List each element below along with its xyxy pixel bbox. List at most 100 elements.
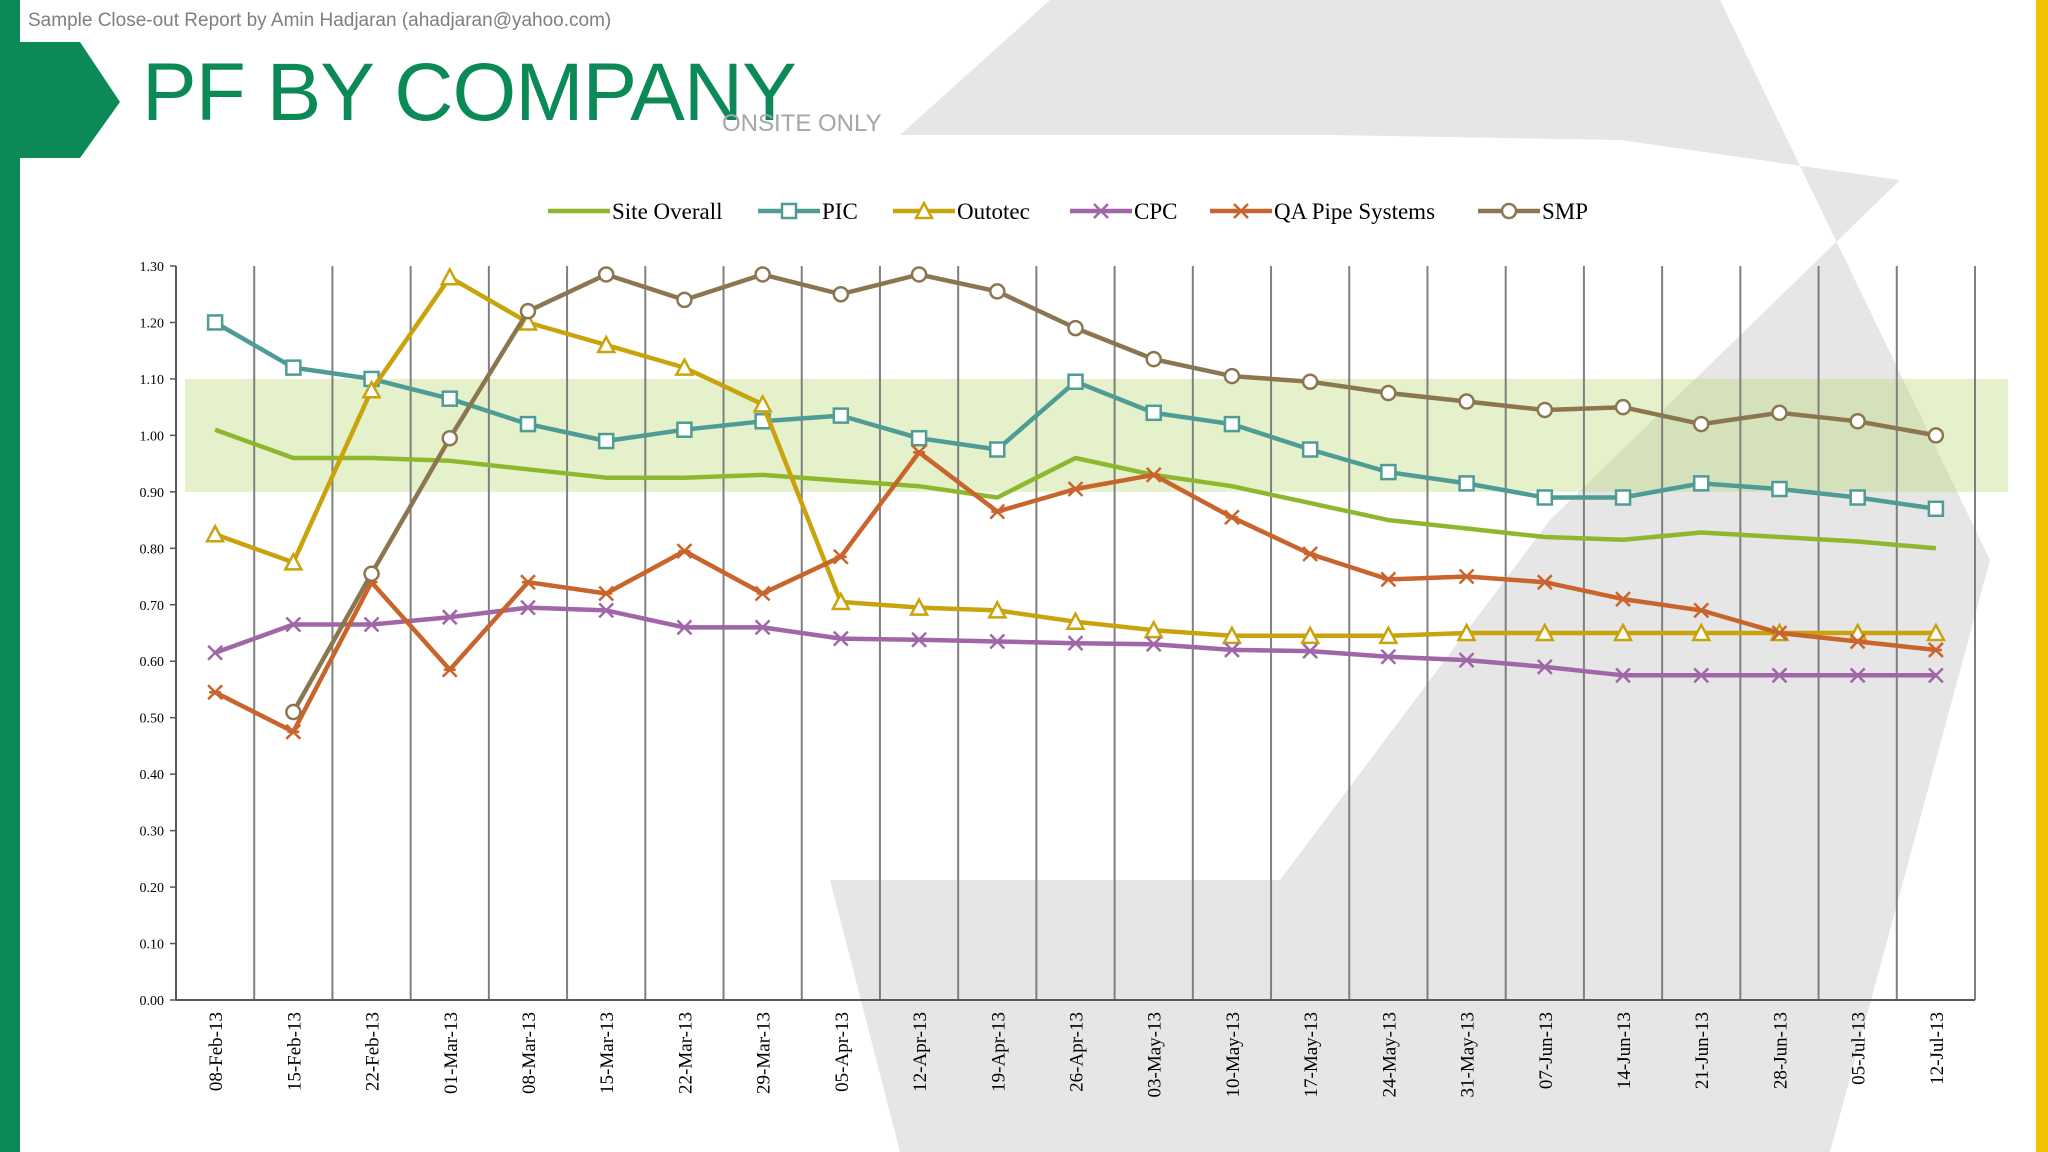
series-line [214,450,1937,735]
x-tick-label: 12-Jul-13 [1927,1012,1948,1085]
data-point [597,432,615,450]
x-tick-label: 10-May-13 [1223,1012,1244,1097]
data-point [206,314,224,331]
data-point [1692,415,1710,433]
x-tick-label: 12-Apr-13 [910,1012,931,1092]
data-point [519,302,537,320]
data-point [520,574,536,591]
x-tick-label: 22-Mar-13 [675,1012,696,1094]
y-tick-label: 0.90 [140,486,165,501]
data-point [1927,427,1945,444]
data-point [1145,350,1162,368]
legend-item: Outotec [893,199,1030,224]
data-point [1614,398,1632,416]
series-line [214,427,1937,551]
data-point [207,684,223,701]
data-point [989,441,1006,458]
x-tick-label: 21-Jun-13 [1692,1012,1713,1089]
legend-item: SMP [1478,199,1588,224]
data-point [1067,635,1084,652]
data-point [1849,633,1866,650]
series-site-overall [214,427,1937,551]
series-pic [206,314,1945,518]
y-tick-label: 0.20 [140,881,165,896]
data-point [597,266,615,283]
legend-item: PIC [758,199,858,224]
data-point [1223,367,1241,385]
y-tick-label: 1.10 [140,373,165,388]
data-point [1380,463,1397,481]
data-point [830,591,851,611]
data-point [1927,500,1945,518]
data-point [676,619,693,636]
data-point [1925,622,1946,642]
data-point [439,266,460,286]
data-point [1849,413,1866,430]
y-tick-label: 0.10 [140,938,165,953]
data-point [1693,667,1710,684]
data-point [285,723,302,740]
data-point [1093,203,1109,219]
data-point [910,429,928,447]
data-point [752,393,773,413]
x-tick-label: 17-May-13 [1301,1012,1322,1097]
data-point [989,503,1006,520]
legend-item: QA Pipe Systems [1210,199,1435,224]
data-point [1065,611,1086,630]
data-point [676,543,693,560]
data-point [285,616,302,633]
data-point [520,599,536,616]
data-point [1771,667,1788,684]
data-point [1928,667,1944,684]
data-point [1145,404,1162,422]
data-point [1615,591,1631,608]
x-tick-label: 19-Apr-13 [988,1012,1009,1092]
data-point [1928,642,1944,658]
data-point [1067,481,1084,497]
legend-label: QA Pipe Systems [1274,199,1435,224]
data-point [1691,622,1712,642]
data-point [832,407,850,424]
data-point [780,202,798,220]
data-point [1458,652,1475,668]
data-point [676,421,693,438]
chart-series [205,266,1946,740]
x-tick-label: 15-Mar-13 [597,1012,618,1094]
background-chevron-cutout [650,280,1480,520]
x-tick-label: 15-Feb-13 [284,1012,305,1091]
target-band-rect [185,378,2008,492]
data-point [207,644,223,661]
left-accent-bar [0,0,20,1152]
legend-label: SMP [1542,199,1588,224]
x-tick-label: 14-Jun-13 [1614,1012,1635,1089]
data-point [1458,568,1475,585]
y-tick-label: 1.00 [140,429,165,444]
data-point [1536,658,1553,675]
data-point [1849,667,1866,684]
data-point [832,548,849,565]
x-tick-label: 28-Jun-13 [1770,1012,1791,1089]
data-point [1145,636,1162,653]
data-point [676,291,693,309]
data-point [1849,489,1866,506]
header-note: Sample Close-out Report by Amin Hadjaran… [28,10,612,31]
legend-label: PIC [822,199,858,224]
background-chevron-shape [830,0,1990,1152]
legend-label: Site Overall [612,199,723,224]
data-point [1458,393,1475,410]
data-point [1300,625,1321,645]
data-point [1223,415,1241,433]
data-point [1458,475,1475,492]
y-tick-label: 0.50 [140,712,165,727]
legend-item: CPC [1070,199,1177,224]
x-tick-label: 01-Mar-13 [441,1012,462,1094]
series-smp [285,266,1945,721]
data-point [1500,202,1518,220]
data-point [1771,480,1788,498]
y-tick-label: 1.30 [140,260,165,275]
data-point [913,200,935,220]
x-tick-label: 22-Feb-13 [363,1012,384,1091]
data-point [1067,373,1084,390]
